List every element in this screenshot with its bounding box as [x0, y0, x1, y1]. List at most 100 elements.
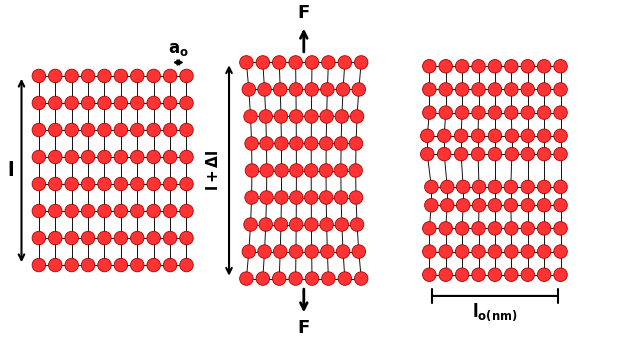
Circle shape: [164, 204, 177, 218]
Circle shape: [537, 180, 551, 194]
Circle shape: [439, 60, 452, 73]
Circle shape: [350, 110, 364, 123]
Circle shape: [334, 164, 348, 177]
Circle shape: [456, 222, 469, 235]
Circle shape: [65, 150, 79, 164]
Circle shape: [304, 164, 318, 177]
Circle shape: [320, 110, 334, 123]
Circle shape: [456, 180, 470, 194]
Text: $\mathbf{l_{o(nm)}}$: $\mathbf{l_{o(nm)}}$: [472, 302, 518, 323]
Circle shape: [305, 83, 318, 96]
Circle shape: [338, 56, 351, 69]
Circle shape: [422, 268, 436, 281]
Circle shape: [65, 204, 79, 218]
Circle shape: [180, 258, 193, 272]
Circle shape: [305, 56, 319, 69]
Circle shape: [454, 129, 468, 143]
Circle shape: [49, 258, 62, 272]
Circle shape: [164, 231, 177, 245]
Circle shape: [305, 245, 318, 258]
Circle shape: [98, 150, 111, 164]
Circle shape: [305, 191, 318, 204]
Circle shape: [537, 268, 551, 281]
Circle shape: [305, 110, 318, 123]
Circle shape: [65, 177, 79, 191]
Circle shape: [81, 177, 95, 191]
Circle shape: [147, 231, 160, 245]
Circle shape: [273, 245, 287, 258]
Circle shape: [32, 150, 45, 164]
Circle shape: [81, 96, 95, 110]
Circle shape: [49, 150, 62, 164]
Circle shape: [456, 268, 469, 281]
Circle shape: [180, 204, 193, 218]
Circle shape: [439, 83, 452, 96]
Circle shape: [472, 106, 485, 119]
Circle shape: [81, 150, 95, 164]
Circle shape: [32, 177, 45, 191]
Circle shape: [240, 56, 253, 69]
Circle shape: [81, 123, 95, 137]
Circle shape: [456, 83, 469, 96]
Circle shape: [32, 123, 45, 137]
Circle shape: [422, 222, 436, 235]
Circle shape: [352, 245, 366, 258]
Circle shape: [130, 258, 144, 272]
Circle shape: [537, 245, 551, 258]
Circle shape: [488, 198, 502, 212]
Circle shape: [245, 137, 258, 150]
Circle shape: [81, 204, 95, 218]
Text: $\mathbf{a_o}$: $\mathbf{a_o}$: [168, 40, 189, 58]
Circle shape: [164, 96, 177, 110]
Circle shape: [164, 123, 177, 137]
Circle shape: [305, 272, 319, 285]
Circle shape: [350, 191, 363, 204]
Circle shape: [130, 96, 144, 110]
Circle shape: [114, 177, 128, 191]
Circle shape: [164, 69, 177, 83]
Circle shape: [164, 258, 177, 272]
Circle shape: [65, 123, 79, 137]
Circle shape: [439, 268, 452, 281]
Circle shape: [49, 231, 62, 245]
Circle shape: [49, 123, 62, 137]
Circle shape: [505, 106, 518, 119]
Circle shape: [420, 129, 434, 143]
Circle shape: [180, 69, 193, 83]
Circle shape: [554, 245, 567, 258]
Circle shape: [49, 96, 62, 110]
Circle shape: [521, 245, 534, 258]
Circle shape: [180, 150, 193, 164]
Text: $\mathbf{F}$: $\mathbf{F}$: [297, 319, 310, 337]
Circle shape: [130, 123, 144, 137]
Circle shape: [147, 258, 160, 272]
Circle shape: [488, 60, 502, 73]
Circle shape: [272, 56, 286, 69]
Circle shape: [554, 198, 567, 212]
Circle shape: [422, 60, 436, 73]
Circle shape: [81, 258, 95, 272]
Circle shape: [274, 218, 288, 231]
Circle shape: [488, 129, 502, 143]
Circle shape: [98, 69, 111, 83]
Circle shape: [456, 60, 469, 73]
Circle shape: [289, 272, 302, 285]
Circle shape: [422, 106, 436, 119]
Circle shape: [335, 110, 349, 123]
Circle shape: [355, 272, 368, 285]
Circle shape: [488, 180, 502, 194]
Text: $\mathbf{l}$: $\mathbf{l}$: [7, 161, 14, 180]
Circle shape: [147, 69, 160, 83]
Circle shape: [472, 147, 485, 161]
Circle shape: [180, 123, 193, 137]
Circle shape: [289, 110, 303, 123]
Circle shape: [256, 272, 270, 285]
Circle shape: [505, 129, 519, 143]
Circle shape: [98, 96, 111, 110]
Circle shape: [147, 150, 160, 164]
Circle shape: [472, 180, 486, 194]
Circle shape: [336, 83, 350, 96]
Circle shape: [488, 222, 502, 235]
Circle shape: [114, 150, 128, 164]
Circle shape: [289, 191, 303, 204]
